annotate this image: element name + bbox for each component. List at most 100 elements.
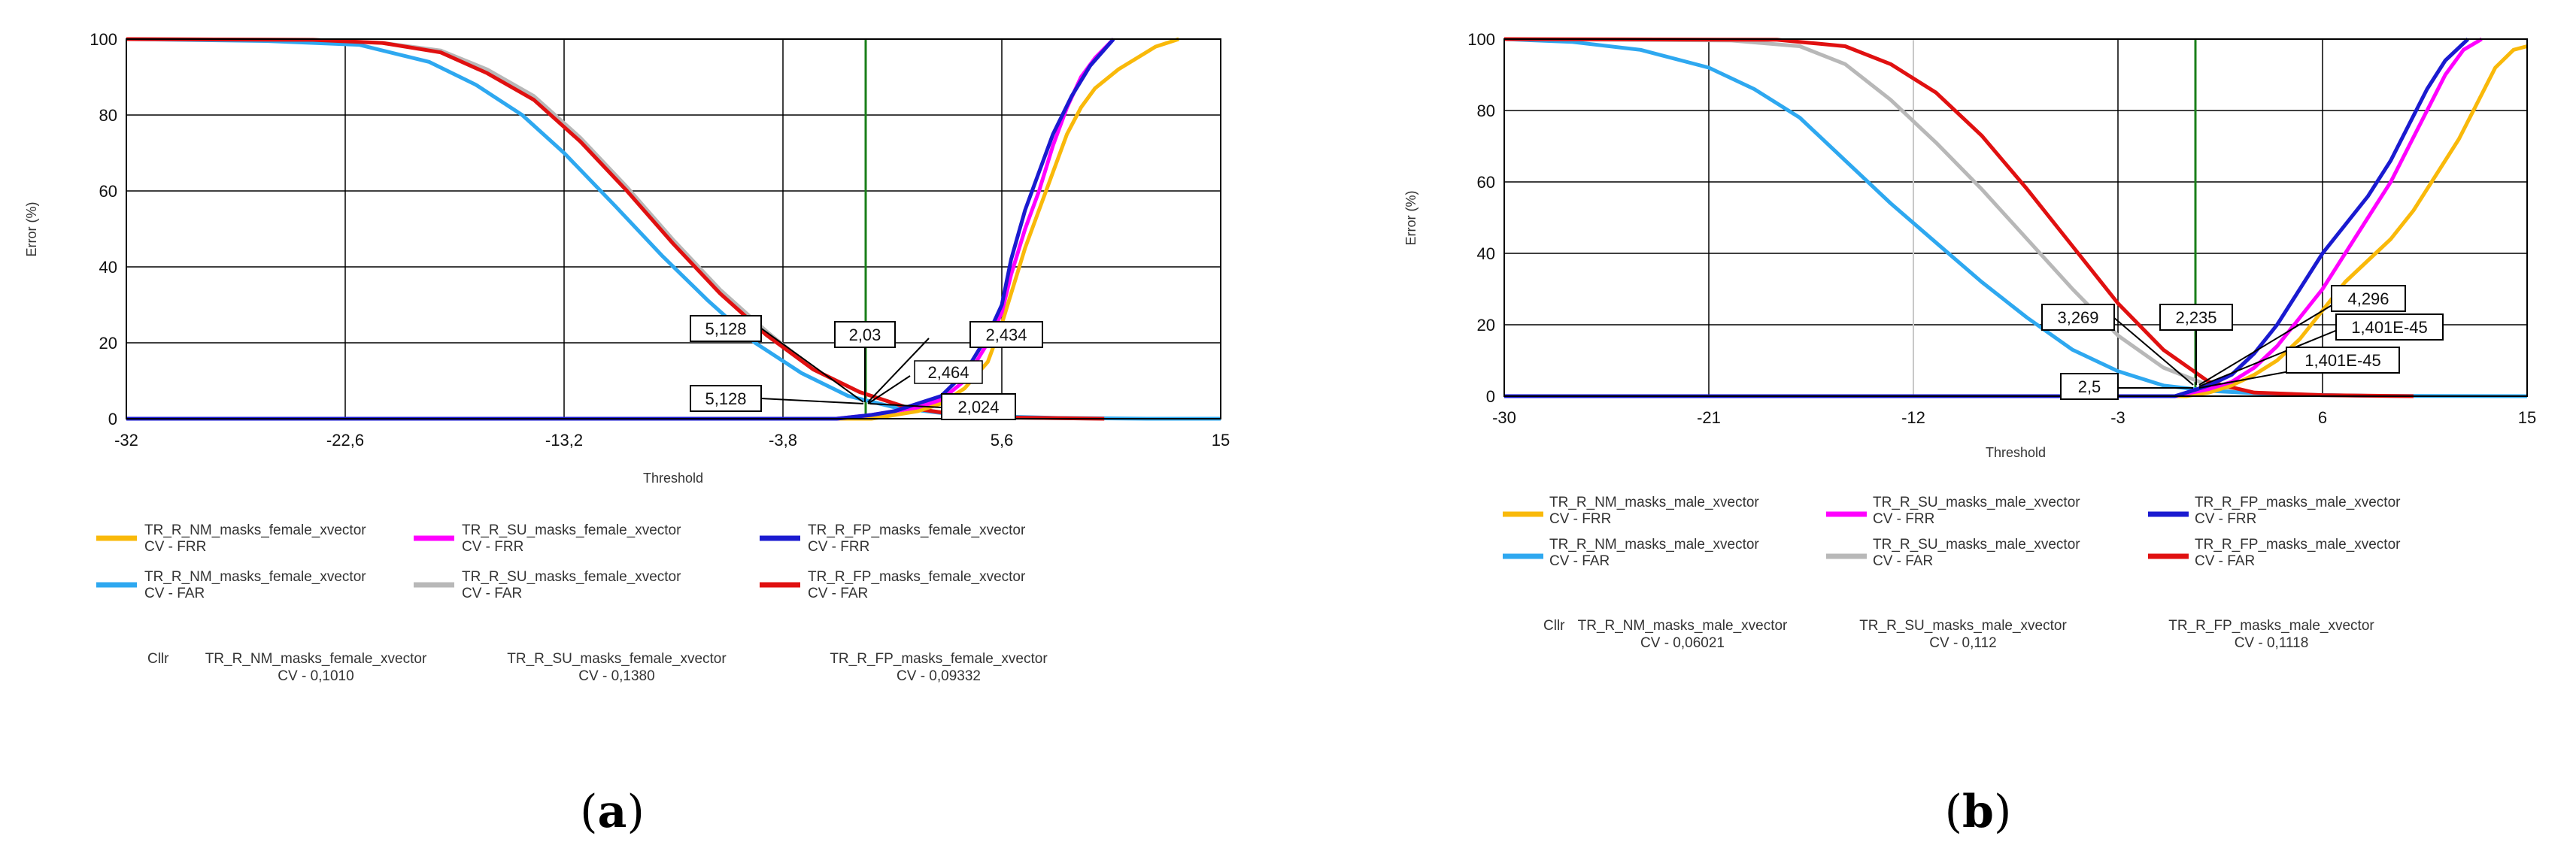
- callout-5128-bottom-a: 5,128: [690, 385, 762, 412]
- legend-a: TR_R_NM_masks_female_xvector CV - FRR TR…: [96, 522, 1026, 601]
- x-tick-label: -21: [1697, 408, 1721, 427]
- chart-panel-a: 0 20 40 60 80 100 -32 -22,6 -13,2 -3,8 5,6 15 Erro…: [24, 30, 1230, 838]
- y-tick-label: 80: [1477, 101, 1495, 120]
- svg-text:Cllr: Cllr: [147, 651, 169, 667]
- svg-text:CV - FAR: CV - FAR: [808, 586, 868, 601]
- callout-1401-top-b: 1,401E-45: [2335, 313, 2444, 341]
- x-tick-label: -30: [1492, 408, 1516, 427]
- legend-item-b-fp-frr: TR_R_FP_masks_male_xvector CV - FRR: [2148, 495, 2401, 527]
- svg-text:CV - FAR: CV - FAR: [2195, 553, 2255, 569]
- legend-item-a-fp-far: TR_R_FP_masks_female_xvector CV - FAR: [760, 569, 1026, 601]
- y-tick-label: 40: [1477, 244, 1495, 263]
- legend-item-b-nm-frr: TR_R_NM_masks_male_xvector CV - FRR: [1503, 495, 1759, 527]
- cllr-block-b: Cllr TR_R_NM_masks_male_xvector CV - 0,0…: [1543, 618, 2374, 651]
- svg-text:TR_R_FP_masks_male_xvector: TR_R_FP_masks_male_xvector: [2168, 618, 2374, 634]
- svg-text:CV - 0,1118: CV - 0,1118: [2235, 635, 2309, 651]
- y-tick-label: 40: [99, 258, 117, 277]
- series-line-cvfrr-0: [1504, 44, 2528, 398]
- x-tick-label: -3: [2110, 408, 2125, 427]
- svg-text:TR_R_NM_masks_male_xvector: TR_R_NM_masks_male_xvector: [1578, 618, 1788, 634]
- y-tick-label: 100: [1467, 30, 1495, 49]
- x-axis-label-a: Threshold: [643, 471, 703, 486]
- x-tick-label: 6: [2318, 408, 2327, 427]
- y-tick-label: 60: [1477, 173, 1495, 192]
- svg-text:5,128: 5,128: [705, 319, 746, 338]
- svg-text:2,024: 2,024: [957, 398, 999, 416]
- svg-text:CV - FRR: CV - FRR: [1873, 511, 1934, 527]
- callout-4296-b: 4,296: [2331, 285, 2406, 312]
- svg-text:TR_R_SU_masks_male_xvector: TR_R_SU_masks_male_xvector: [1859, 618, 2067, 634]
- series-line-cvfar-3: [1503, 37, 2528, 398]
- series-line-cvfrr-0: [126, 37, 1180, 421]
- svg-text:CV - FAR: CV - FAR: [1873, 553, 1933, 569]
- svg-text:CV - FRR: CV - FRR: [2195, 511, 2256, 527]
- svg-text:TR_R_NM_masks_female_xvector: TR_R_NM_masks_female_xvector: [144, 569, 366, 585]
- svg-text:4,296: 4,296: [2347, 289, 2389, 308]
- svg-text:TR_R_SU_masks_female_xvector: TR_R_SU_masks_female_xvector: [462, 522, 681, 538]
- y-tick-label: 60: [99, 182, 117, 201]
- x-tick-label: 15: [1212, 431, 1230, 450]
- x-tick-label: 15: [2518, 408, 2536, 427]
- callouts-a: [760, 327, 942, 408]
- y-tick-label: 20: [1477, 316, 1495, 335]
- svg-text:CV - 0,06021: CV - 0,06021: [1640, 635, 1725, 651]
- panel-caption-a: (a): [580, 786, 645, 838]
- svg-text:1,401E-45: 1,401E-45: [2304, 351, 2381, 370]
- svg-text:CV - FRR: CV - FRR: [808, 539, 869, 555]
- svg-text:TR_R_FP_masks_male_xvector: TR_R_FP_masks_male_xvector: [2195, 495, 2401, 510]
- callout-203-a: 2,03: [834, 321, 896, 348]
- svg-text:CV - 0,1010: CV - 0,1010: [278, 668, 353, 684]
- svg-text:TR_R_SU_masks_female_xvector: TR_R_SU_masks_female_xvector: [507, 651, 727, 667]
- svg-text:5,128: 5,128: [705, 389, 746, 408]
- callout-5128-top-a: 5,128: [690, 315, 762, 342]
- svg-text:TR_R_NM_masks_male_xvector: TR_R_NM_masks_male_xvector: [1549, 537, 1759, 553]
- svg-text:TR_R_FP_masks_female_xvector: TR_R_FP_masks_female_xvector: [808, 522, 1026, 538]
- svg-text:TR_R_FP_masks_female_xvector: TR_R_FP_masks_female_xvector: [830, 651, 1048, 667]
- callout-2434-a: 2,434: [969, 321, 1043, 348]
- legend-item-a-nm-far: TR_R_NM_masks_female_xvector CV - FAR: [96, 569, 366, 601]
- x-tick-labels-b: -30 -21 -12 -3 6 15: [1492, 408, 2536, 427]
- plot-frame-a: [126, 38, 1221, 419]
- legend-item-b-su-far: TR_R_SU_masks_male_xvector CV - FAR: [1826, 537, 2080, 569]
- legend-item-b-su-frr: TR_R_SU_masks_male_xvector CV - FRR: [1826, 495, 2080, 527]
- series-line-cvfrr-2: [1504, 38, 2470, 398]
- svg-text:CV - FRR: CV - FRR: [1549, 511, 1611, 527]
- svg-text:1,401E-45: 1,401E-45: [2351, 318, 2428, 337]
- x-tick-label: -3,8: [769, 431, 797, 450]
- svg-text:CV - FAR: CV - FAR: [144, 586, 205, 601]
- legend-item-a-fp-frr: TR_R_FP_masks_female_xvector CV - FRR: [760, 522, 1026, 555]
- callout-25-b: 2,5: [2060, 373, 2119, 400]
- y-tick-label: 100: [90, 30, 117, 49]
- x-tick-label: -32: [114, 431, 138, 450]
- x-tick-labels-a: -32 -22,6 -13,2 -3,8 5,6 15: [114, 431, 1230, 450]
- svg-text:Cllr: Cllr: [1543, 618, 1565, 634]
- x-tick-label: -12: [1901, 408, 1925, 427]
- series-lines-b: [1503, 37, 2528, 398]
- cllr-block-a: Cllr TR_R_NM_masks_female_xvector CV - 0…: [147, 651, 1048, 684]
- gridlines-a: [126, 38, 1221, 419]
- svg-text:TR_R_SU_masks_male_xvector: TR_R_SU_masks_male_xvector: [1873, 537, 2080, 553]
- svg-text:CV - 0,1380: CV - 0,1380: [578, 668, 654, 684]
- svg-text:2,03: 2,03: [849, 326, 881, 344]
- x-axis-label-b: Threshold: [1986, 445, 2046, 460]
- y-tick-label: 80: [99, 106, 117, 125]
- series-line-cvfar-4: [1503, 37, 2414, 398]
- callout-2024-a: 2,024: [941, 393, 1016, 420]
- svg-text:CV - 0,09332: CV - 0,09332: [897, 668, 981, 684]
- svg-text:CV - FRR: CV - FRR: [144, 539, 206, 555]
- svg-text:2,464: 2,464: [927, 363, 969, 382]
- series-line-cvfrr-2: [126, 38, 1115, 421]
- legend-b: TR_R_NM_masks_male_xvector CV - FRR TR_R…: [1503, 495, 2401, 569]
- series-line-cvfar-5: [1503, 37, 2414, 398]
- x-tick-label: -22,6: [326, 431, 364, 450]
- callout-1401-bottom-b: 1,401E-45: [2286, 347, 2400, 374]
- svg-text:2,235: 2,235: [2175, 308, 2216, 327]
- series-line-cvfar-3: [126, 37, 1221, 421]
- callout-2464-a: 2,464: [914, 360, 983, 384]
- panel-caption-b: (b): [1945, 786, 2012, 838]
- svg-text:CV - FAR: CV - FAR: [1549, 553, 1610, 569]
- y-tick-label: 0: [1486, 387, 1495, 406]
- svg-text:CV - 0,112: CV - 0,112: [1929, 635, 1996, 651]
- svg-text:TR_R_FP_masks_female_xvector: TR_R_FP_masks_female_xvector: [808, 569, 1026, 585]
- legend-item-b-nm-far: TR_R_NM_masks_male_xvector CV - FAR: [1503, 537, 1759, 569]
